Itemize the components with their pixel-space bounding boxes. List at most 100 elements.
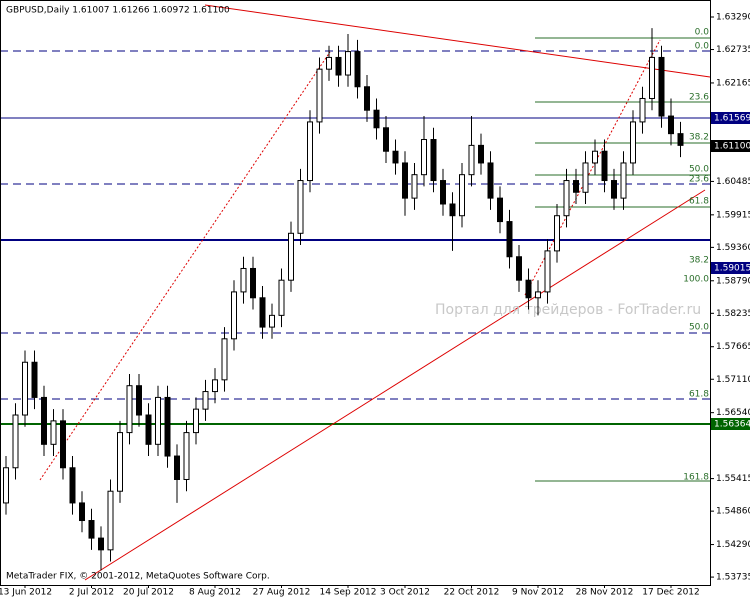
candle-body (269, 314, 275, 328)
candle-body (516, 256, 522, 281)
fib-label: 23.6 (689, 175, 709, 185)
y-tick-label: 1.53735 (716, 573, 750, 583)
chart-title: GBPUSD,Daily 1.61007 1.61266 1.60972 1.6… (6, 6, 230, 16)
y-tick-label: 1.59360 (716, 243, 750, 253)
fib-label: 38.2 (689, 133, 709, 143)
candle-body (107, 490, 114, 551)
price-tag: 1.61569 (714, 114, 750, 124)
candle-body (288, 232, 294, 281)
candle-body (278, 279, 285, 316)
y-tick-label: 1.60485 (716, 177, 750, 187)
candle-body (212, 379, 218, 393)
watermark: Портал для трейдеров - ForTrader.ru (435, 302, 701, 318)
x-tick-label: 2 Jul 2012 (69, 588, 114, 598)
candle-body (497, 197, 503, 223)
candle-body (468, 144, 475, 176)
price-tag: 1.56364 (714, 420, 750, 430)
candle-body (601, 150, 608, 182)
candle-body (544, 250, 551, 293)
x-tick-label: 20 Jul 2012 (123, 588, 174, 598)
candle-body (611, 180, 617, 199)
y-tick-label: 1.59915 (716, 210, 750, 220)
candle-body (250, 267, 256, 299)
candle-body (297, 180, 304, 234)
candle-body (259, 297, 266, 328)
x-tick-label: 13 Jun 2012 (0, 588, 52, 598)
candle-body (136, 385, 142, 416)
y-tick-label: 1.54860 (716, 507, 750, 517)
x-tick-label: 28 Nov 2012 (576, 588, 634, 598)
candle-body (373, 109, 380, 129)
fib-label: 0.0 (695, 28, 710, 38)
price-tags: 1.61569 1.61100 1.59015 1.56364 (711, 112, 750, 430)
candle-body (668, 115, 674, 135)
candle-body (430, 139, 437, 182)
candle-body (677, 133, 684, 146)
candle-body (98, 537, 104, 551)
x-tick-label: 14 Sep 2012 (319, 588, 376, 598)
drawings (0, 4, 711, 581)
candle-body (193, 408, 199, 434)
y-tick-label: 1.57665 (716, 342, 750, 352)
fib-label: 61.8 (689, 197, 709, 207)
y-tick-label: 1.58790 (716, 276, 750, 286)
candle-body (316, 68, 323, 123)
candle-body (60, 420, 66, 469)
candle-body (592, 150, 598, 164)
trend-line (204, 4, 711, 78)
candle-body (649, 56, 655, 99)
x-tick-label: 9 Nov 2012 (512, 588, 564, 598)
candle-body (402, 162, 408, 199)
y-tick-label: 1.57110 (716, 375, 750, 385)
price-tag-bg (711, 418, 750, 430)
fib-label: 61.8 (689, 390, 709, 400)
candle-body (506, 221, 513, 258)
y-tick-label: 1.56540 (716, 408, 750, 418)
candle-body (630, 121, 636, 164)
price-tag: 1.61100 (714, 142, 750, 152)
fib-labels: 0.0 0.0 23.6 38.2 50.0 23.6 61.8 38.2 10… (683, 28, 709, 483)
candle-body (582, 162, 589, 193)
candle-body (79, 502, 85, 522)
candle-body (620, 162, 627, 199)
price-tag: 1.59015 (714, 264, 750, 274)
y-tick-label: 1.62165 (716, 78, 750, 88)
candle-body (31, 361, 38, 398)
candle-body (69, 467, 76, 504)
candle-body (41, 396, 47, 445)
candle-body (22, 361, 28, 416)
candle-body (478, 144, 484, 164)
candle-body (174, 455, 180, 480)
candle-body (164, 396, 171, 457)
candle-body (392, 150, 399, 164)
fib-label: 50.0 (689, 165, 709, 175)
candle-body (563, 180, 570, 217)
candle-body (449, 203, 456, 217)
candle-body (535, 291, 541, 299)
fib-label: 100.0 (683, 275, 709, 285)
candle-body (307, 121, 313, 182)
candle-body (326, 56, 332, 70)
candle-body (658, 56, 665, 117)
candle-body (383, 127, 389, 152)
y-tick-label: 1.63290 (716, 12, 750, 22)
fib-label: 161.8 (683, 473, 709, 483)
candle-body (345, 51, 351, 76)
trend-line (84, 189, 706, 581)
x-tick-label: 8 Aug 2012 (189, 588, 241, 598)
x-tick-label: 17 Dec 2012 (642, 588, 700, 598)
candles (3, 28, 684, 571)
x-tick-label: 27 Aug 2012 (253, 588, 311, 598)
price-tag-bg (711, 112, 750, 124)
x-tick-label: 3 Oct 2012 (380, 588, 430, 598)
fib-label: 38.2 (689, 256, 709, 266)
candle-body (3, 467, 9, 504)
candle-body (354, 51, 361, 88)
candle-body (421, 139, 427, 176)
fib-label: 0.0 (695, 42, 710, 52)
candle-body (183, 432, 190, 480)
candle-body (50, 420, 57, 445)
candle-body (411, 174, 418, 199)
y-tick-label: 1.62735 (716, 45, 750, 55)
